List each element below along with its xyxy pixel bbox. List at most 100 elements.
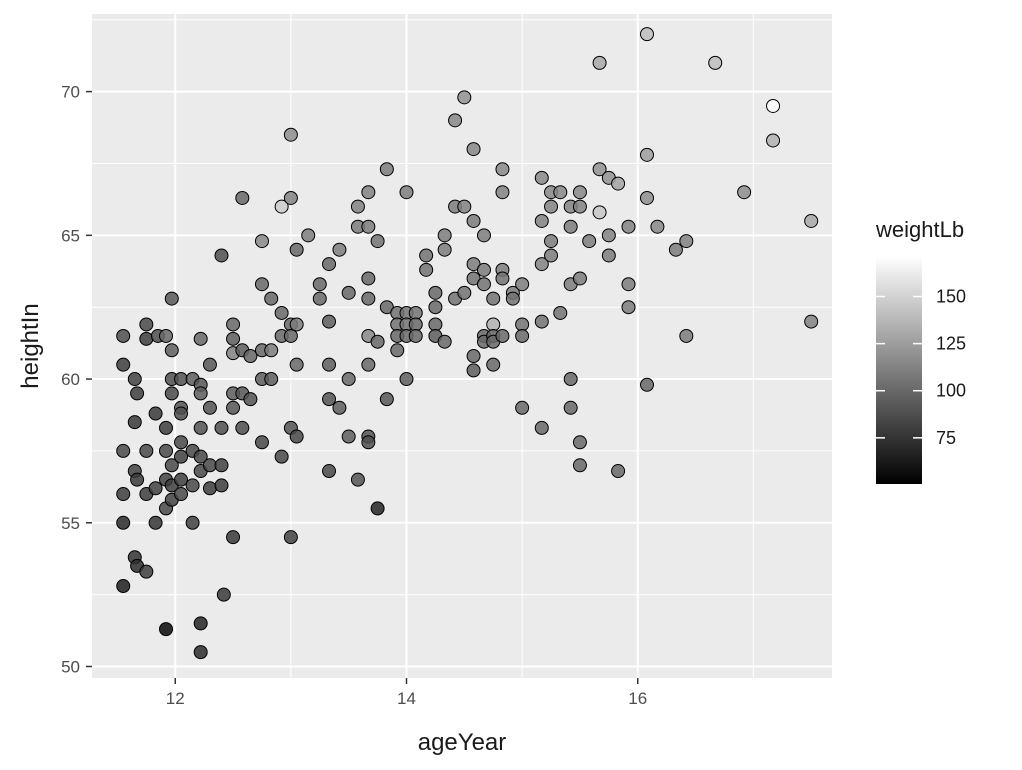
data-point bbox=[243, 349, 258, 364]
data-point bbox=[553, 185, 568, 200]
data-point bbox=[235, 190, 250, 205]
data-point bbox=[312, 291, 327, 306]
data-point bbox=[274, 199, 289, 214]
data-point bbox=[185, 515, 200, 530]
data-point bbox=[399, 372, 414, 387]
data-point bbox=[621, 219, 636, 234]
data-point bbox=[592, 162, 607, 177]
data-point bbox=[159, 328, 173, 343]
data-point bbox=[457, 90, 472, 105]
data-point bbox=[563, 219, 578, 234]
data-point bbox=[174, 472, 189, 487]
data-point bbox=[127, 415, 142, 430]
data-point bbox=[130, 386, 145, 401]
data-point bbox=[572, 458, 587, 473]
data-point bbox=[322, 464, 337, 479]
data-point bbox=[214, 420, 229, 435]
data-point bbox=[495, 271, 510, 286]
data-point bbox=[515, 400, 530, 415]
data-point bbox=[164, 386, 179, 401]
data-point bbox=[202, 357, 217, 372]
data-point bbox=[202, 458, 217, 473]
data-point bbox=[640, 377, 654, 392]
data-point bbox=[515, 328, 530, 343]
data-point bbox=[361, 435, 376, 450]
data-point bbox=[193, 420, 208, 435]
data-point bbox=[139, 331, 154, 346]
data-point bbox=[495, 162, 510, 177]
legend-tick-label: 100 bbox=[936, 381, 966, 401]
data-point bbox=[243, 392, 258, 407]
legend-tick-label: 75 bbox=[936, 428, 956, 448]
data-point bbox=[341, 429, 356, 444]
data-point bbox=[116, 515, 131, 530]
data-point bbox=[159, 420, 173, 435]
color-legend: weightLb 75 100 125 150 bbox=[875, 217, 966, 484]
y-tick-label: 60 bbox=[61, 370, 80, 389]
data-point bbox=[466, 363, 481, 378]
data-point bbox=[563, 372, 578, 387]
data-point bbox=[322, 257, 337, 272]
data-point bbox=[466, 213, 481, 228]
data-point bbox=[466, 142, 481, 157]
x-tick-label: 16 bbox=[628, 689, 647, 708]
data-point bbox=[437, 242, 452, 257]
data-point bbox=[370, 234, 385, 249]
data-point bbox=[419, 262, 434, 277]
data-point bbox=[668, 242, 683, 257]
data-point bbox=[370, 501, 385, 516]
data-point bbox=[283, 530, 298, 545]
major-gridlines bbox=[92, 14, 832, 678]
data-point bbox=[289, 357, 304, 372]
data-point bbox=[505, 291, 520, 306]
data-point bbox=[226, 317, 241, 332]
data-point bbox=[174, 406, 189, 421]
data-point bbox=[322, 357, 337, 372]
data-point bbox=[766, 133, 781, 148]
data-point bbox=[301, 228, 316, 243]
x-axis: 12 14 16 bbox=[166, 678, 647, 708]
data-point bbox=[650, 219, 665, 234]
data-point bbox=[544, 199, 559, 214]
data-point bbox=[592, 55, 607, 70]
data-point bbox=[226, 530, 241, 545]
legend-tick-label: 150 bbox=[936, 287, 966, 307]
data-point bbox=[486, 291, 501, 306]
data-point bbox=[214, 478, 229, 493]
data-point bbox=[202, 481, 217, 496]
data-point bbox=[216, 587, 231, 602]
data-point bbox=[130, 472, 145, 487]
data-point bbox=[466, 349, 481, 364]
y-tick-label: 65 bbox=[61, 226, 80, 245]
data-point bbox=[159, 443, 173, 458]
data-point bbox=[332, 242, 347, 257]
data-point bbox=[437, 228, 452, 243]
data-point bbox=[127, 372, 142, 387]
data-point bbox=[534, 314, 549, 329]
data-point bbox=[534, 257, 549, 272]
data-point bbox=[621, 300, 636, 315]
data-point bbox=[193, 645, 208, 660]
data-point bbox=[495, 328, 510, 343]
data-point bbox=[601, 248, 616, 263]
data-points bbox=[116, 27, 819, 660]
data-point bbox=[174, 435, 189, 450]
data-point bbox=[592, 205, 607, 220]
plot-panel bbox=[92, 14, 832, 678]
data-point bbox=[621, 277, 636, 292]
minor-gridlines bbox=[92, 14, 832, 678]
data-point bbox=[572, 271, 587, 286]
data-point bbox=[534, 213, 549, 228]
data-point bbox=[283, 127, 298, 142]
data-point bbox=[640, 27, 654, 42]
data-point bbox=[515, 277, 530, 292]
data-point bbox=[737, 185, 752, 200]
data-point bbox=[572, 435, 587, 450]
data-point bbox=[679, 328, 694, 343]
data-point bbox=[289, 242, 304, 257]
data-point bbox=[116, 579, 131, 594]
data-point bbox=[611, 176, 626, 191]
data-point bbox=[679, 234, 694, 249]
data-point bbox=[116, 487, 131, 502]
data-point bbox=[379, 162, 394, 177]
